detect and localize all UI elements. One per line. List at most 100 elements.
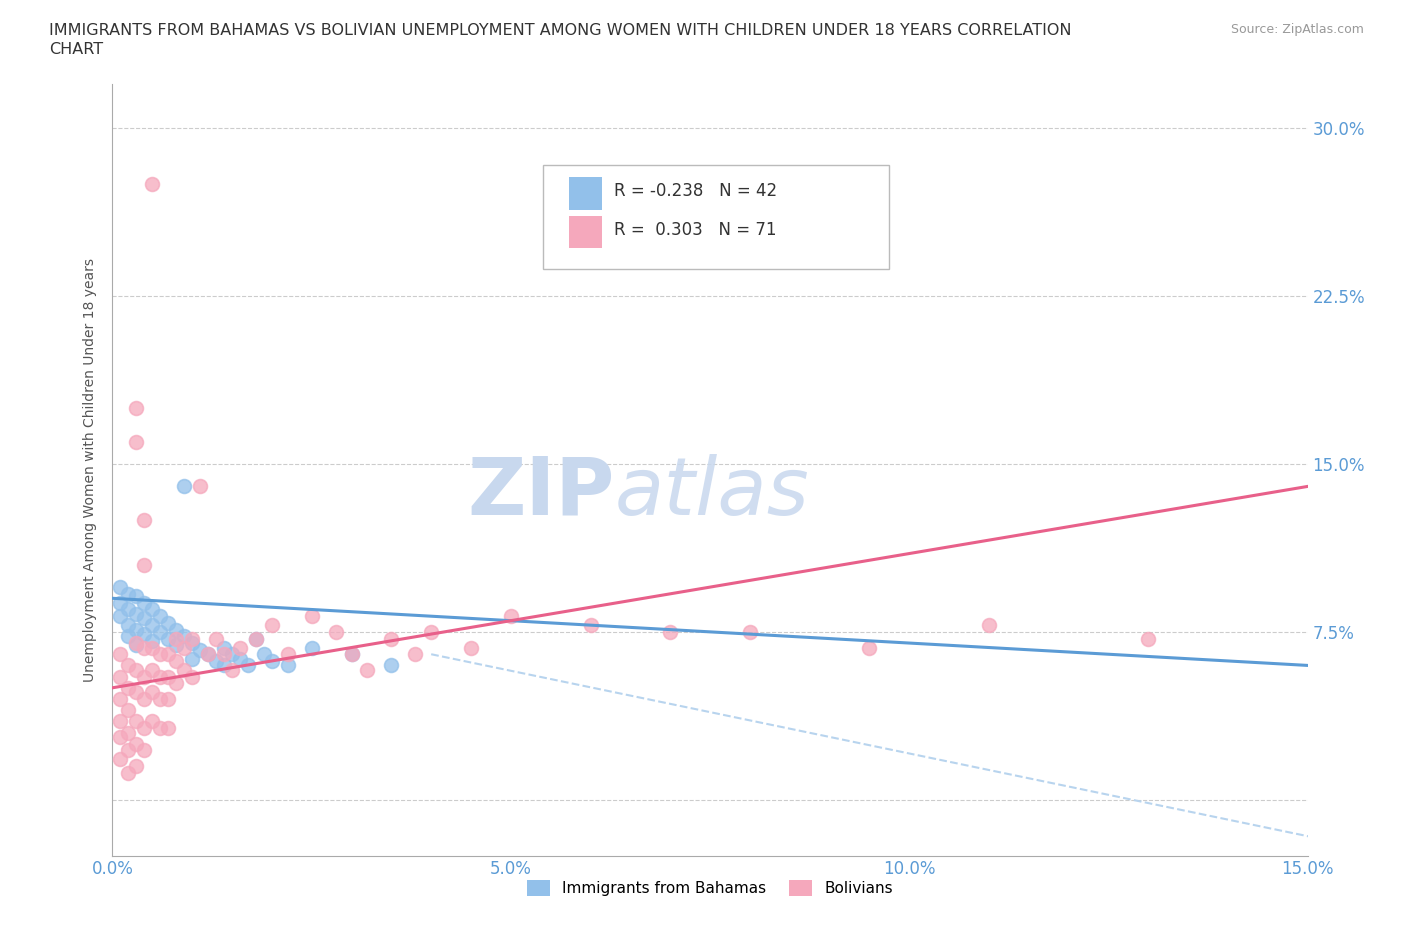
Point: [134, 627, 156, 642]
Point: [125, 589, 148, 604]
Point: [221, 646, 243, 661]
Point: [110, 609, 132, 624]
Point: [149, 609, 172, 624]
Point: [149, 670, 172, 684]
Point: [125, 401, 148, 416]
Point: [125, 622, 148, 637]
Point: [134, 692, 156, 707]
Point: [110, 646, 132, 661]
Point: [157, 631, 180, 646]
Point: [165, 638, 187, 653]
Bar: [569, 177, 603, 209]
Point: [380, 631, 402, 646]
Point: [205, 654, 228, 669]
Point: [110, 752, 132, 767]
Point: [188, 643, 211, 658]
Point: [134, 595, 156, 610]
Point: [221, 662, 243, 677]
Point: [134, 512, 156, 527]
Point: [301, 609, 323, 624]
Point: [125, 606, 148, 621]
Point: [110, 729, 132, 744]
Point: [340, 646, 363, 661]
Point: [157, 670, 180, 684]
Point: [253, 646, 276, 661]
Text: Source: ZipAtlas.com: Source: ZipAtlas.com: [1230, 23, 1364, 36]
Point: [134, 743, 156, 758]
Point: [260, 618, 283, 632]
Point: [110, 714, 132, 729]
Point: [229, 651, 252, 666]
Point: [181, 651, 204, 666]
Point: [134, 670, 156, 684]
Point: [141, 633, 163, 648]
Point: [117, 658, 139, 673]
Point: [325, 624, 347, 639]
Point: [340, 646, 363, 661]
Point: [197, 646, 219, 661]
Point: [125, 737, 148, 751]
Point: [1137, 631, 1160, 646]
Point: [110, 692, 132, 707]
Point: [110, 595, 132, 610]
Point: [117, 703, 139, 718]
Point: [212, 640, 235, 655]
Point: [134, 557, 156, 572]
Point: [125, 434, 148, 449]
Point: [173, 479, 195, 494]
Point: [110, 670, 132, 684]
Point: [420, 624, 443, 639]
Point: [117, 587, 139, 602]
Text: CHART: CHART: [49, 42, 103, 57]
Point: [165, 676, 187, 691]
Point: [149, 692, 172, 707]
Point: [125, 714, 148, 729]
Text: IMMIGRANTS FROM BAHAMAS VS BOLIVIAN UNEMPLOYMENT AMONG WOMEN WITH CHILDREN UNDER: IMMIGRANTS FROM BAHAMAS VS BOLIVIAN UNEM…: [49, 23, 1071, 38]
Point: [134, 640, 156, 655]
FancyBboxPatch shape: [543, 165, 890, 269]
Point: [141, 662, 163, 677]
Point: [117, 725, 139, 740]
Point: [181, 670, 204, 684]
Bar: [569, 216, 603, 248]
Point: [212, 658, 235, 673]
Point: [659, 624, 682, 639]
Point: [245, 631, 267, 646]
Point: [380, 658, 402, 673]
Point: [277, 658, 299, 673]
Text: R = -0.238   N = 42: R = -0.238 N = 42: [614, 182, 778, 200]
Point: [181, 631, 204, 646]
Point: [977, 618, 1000, 632]
Text: atlas: atlas: [614, 454, 810, 532]
Point: [212, 646, 235, 661]
Point: [149, 624, 172, 639]
Point: [134, 721, 156, 736]
Point: [188, 479, 211, 494]
Point: [157, 646, 180, 661]
Point: [165, 622, 187, 637]
Point: [301, 640, 323, 655]
Point: [738, 624, 761, 639]
Point: [356, 662, 378, 677]
Point: [141, 640, 163, 655]
Point: [579, 618, 602, 632]
Point: [117, 765, 139, 780]
Point: [173, 662, 195, 677]
Point: [404, 646, 426, 661]
Point: [110, 579, 132, 594]
Point: [117, 681, 139, 696]
Point: [229, 640, 252, 655]
Point: [117, 629, 139, 644]
Point: [141, 684, 163, 699]
Point: [117, 618, 139, 632]
Point: [141, 602, 163, 617]
Point: [165, 654, 187, 669]
Point: [205, 631, 228, 646]
Point: [125, 684, 148, 699]
Point: [858, 640, 880, 655]
Point: [149, 646, 172, 661]
Point: [157, 616, 180, 631]
Point: [460, 640, 482, 655]
Point: [173, 629, 195, 644]
Point: [141, 177, 163, 192]
